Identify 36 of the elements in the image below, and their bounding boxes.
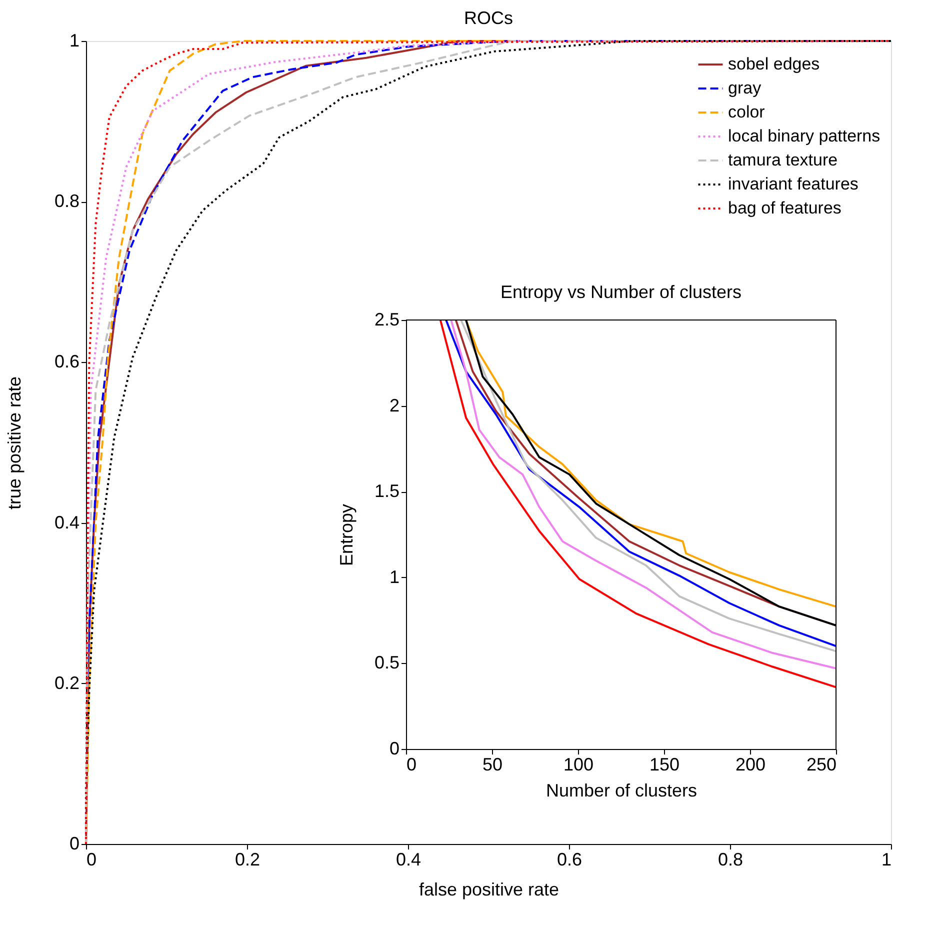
y-tick-label: 1 — [389, 566, 400, 587]
x-tick-label: 250 — [806, 754, 836, 774]
y-axis-title: Entropy — [336, 504, 356, 566]
legend-label: tamura texture — [728, 150, 838, 170]
x-axis-title: Number of clusters — [546, 780, 698, 800]
legend-label: color — [728, 102, 766, 122]
x-axis-title: false positive rate — [418, 880, 560, 900]
y-tick-label: 2 — [389, 395, 400, 416]
x-tick-label: 0.2 — [234, 850, 260, 870]
legend-label: gray — [728, 78, 762, 98]
legend-label: sobel edges — [728, 54, 820, 74]
chart-title: ROCs — [464, 8, 513, 28]
x-tick-label: 1 — [881, 850, 892, 870]
x-tick-label: 50 — [482, 754, 503, 774]
x-tick-label: 100 — [563, 754, 594, 774]
y-tick-label: 0 — [389, 738, 400, 758]
legend-label: invariant features — [728, 174, 858, 194]
legend-label: local binary patterns — [728, 126, 880, 146]
legend-label: bag of features — [728, 198, 842, 218]
y-tick-label: 0.6 — [54, 352, 80, 372]
y-tick-label: 1.5 — [374, 481, 400, 502]
x-tick-label: 0 — [86, 850, 97, 870]
y-tick-label: 2.5 — [374, 310, 400, 330]
y-axis-title: true positive rate — [4, 376, 24, 510]
y-tick-label: 0.8 — [54, 191, 80, 212]
y-tick-label: 0 — [69, 834, 80, 854]
y-tick-label: 0.5 — [374, 652, 400, 673]
x-tick-label: 0.6 — [556, 850, 582, 870]
x-tick-label: 200 — [735, 754, 766, 774]
y-tick-label: 0.2 — [54, 672, 80, 693]
x-tick-label: 0.8 — [718, 850, 744, 870]
y-tick-label: 1 — [69, 30, 80, 50]
y-tick-label: 0.4 — [54, 512, 80, 532]
x-tick-label: 0 — [406, 754, 417, 774]
chart-title: Entropy vs Number of clusters — [500, 282, 742, 302]
x-tick-label: 150 — [649, 754, 680, 774]
